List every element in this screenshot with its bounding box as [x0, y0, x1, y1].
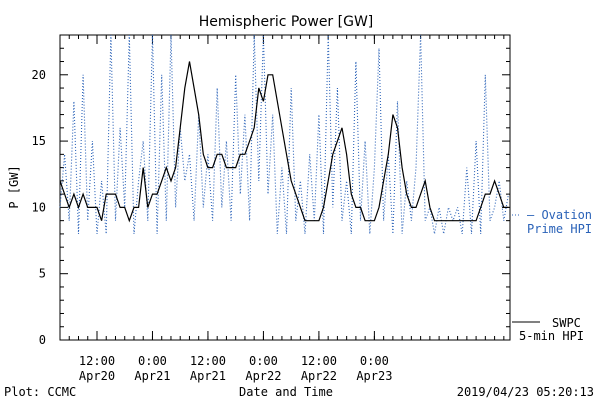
plot-credit: Plot: CCMC — [4, 385, 76, 399]
legend-swpc-line2: 5-min HPI — [519, 329, 584, 343]
chart-title: Hemispheric Power [GW] — [199, 14, 374, 30]
x-axis: 12:00Apr200:00Apr2112:00Apr210:00Apr2212… — [59, 35, 505, 383]
y-tick-label: 20 — [32, 68, 46, 82]
y-tick-label: 15 — [32, 134, 46, 148]
legend-ovation-line1: — Ovation — [527, 208, 592, 222]
y-axis: 0 5 10 15 20 — [32, 34, 510, 347]
series-ovation-line — [59, 34, 510, 234]
y-axis-label: P [GW] — [7, 165, 21, 208]
x-tick-time-label: 12:00 — [79, 354, 115, 368]
timestamp: 2019/04/23 05:20:13 — [457, 385, 594, 399]
x-tick-time-label: 12:00 — [190, 354, 226, 368]
x-tick-date-label: Apr21 — [134, 369, 170, 383]
x-tick-date-label: Apr20 — [79, 369, 115, 383]
x-tick-date-label: Apr22 — [245, 369, 281, 383]
series-layer — [59, 34, 510, 234]
x-axis-label: Date and Time — [239, 385, 333, 399]
x-tick-date-label: Apr22 — [301, 369, 337, 383]
x-tick-date-label: Apr21 — [190, 369, 226, 383]
legend-ovation-line2: Prime HPI — [527, 222, 592, 236]
x-tick-time-label: 0:00 — [249, 354, 278, 368]
x-tick-time-label: 0:00 — [138, 354, 167, 368]
plot-frame — [59, 34, 511, 341]
y-tick-label: 0 — [39, 333, 46, 347]
series-swpc-line — [59, 61, 509, 223]
y-tick-label: 5 — [39, 267, 46, 281]
x-tick-time-label: 12:00 — [301, 354, 337, 368]
x-tick-date-label: Apr23 — [356, 369, 392, 383]
legend-swpc-line1: SWPC — [552, 316, 581, 330]
y-tick-label: 10 — [32, 200, 46, 214]
x-tick-time-label: 0:00 — [360, 354, 389, 368]
